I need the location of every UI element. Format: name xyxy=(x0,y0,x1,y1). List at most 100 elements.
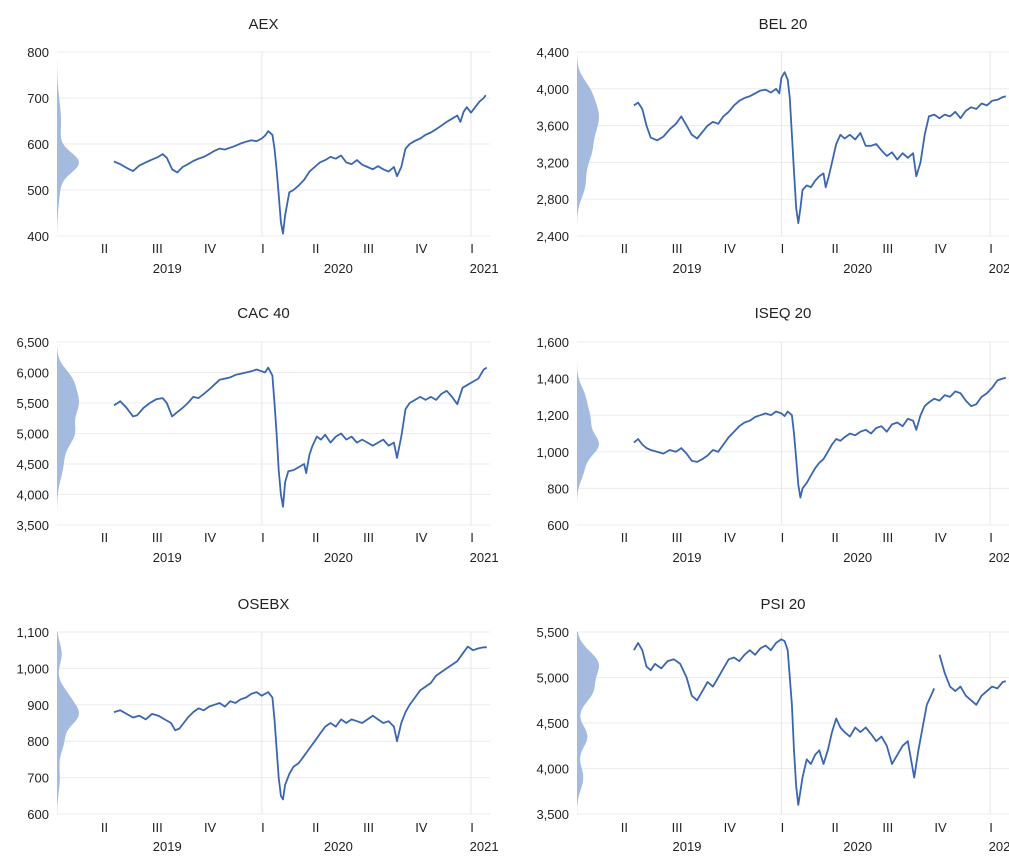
y-tick-label: 1,100 xyxy=(16,625,49,640)
x-tick-label: IV xyxy=(724,820,737,835)
y-tick-label: 500 xyxy=(27,183,49,198)
y-tick-label: 5,500 xyxy=(536,625,569,640)
x-tick-label: III xyxy=(672,820,683,835)
x-tick-label: II xyxy=(832,820,839,835)
x-tick-label: IV xyxy=(934,820,947,835)
year-label: 2019 xyxy=(673,839,702,854)
y-tick-label: 6,000 xyxy=(16,366,49,381)
y-tick-label: 4,500 xyxy=(16,457,49,472)
year-label: 2019 xyxy=(153,839,182,854)
x-tick-label: I xyxy=(261,241,265,256)
x-tick-label: II xyxy=(621,241,628,256)
series-line xyxy=(633,638,1007,806)
x-tick-label: II xyxy=(101,820,108,835)
density-curve xyxy=(577,52,599,236)
x-tick-label: II xyxy=(101,530,108,545)
x-tick-label: IV xyxy=(724,241,737,256)
x-tick-label: I xyxy=(470,241,474,256)
density-curve xyxy=(577,342,599,525)
y-tick-label: 700 xyxy=(27,771,49,786)
x-tick-label: II xyxy=(621,820,628,835)
chart-title: ISEQ 20 xyxy=(755,305,812,322)
year-label: 2019 xyxy=(673,261,702,276)
x-tick-label: IV xyxy=(934,241,947,256)
y-tick-label: 800 xyxy=(27,734,49,749)
y-tick-label: 4,000 xyxy=(16,488,49,503)
y-tick-label: 4,000 xyxy=(536,762,569,777)
x-tick-label: II xyxy=(101,241,108,256)
year-label: 2020 xyxy=(324,261,353,276)
y-tick-label: 600 xyxy=(27,137,49,152)
x-tick-label: II xyxy=(312,820,319,835)
x-tick-label: I xyxy=(989,530,993,545)
x-tick-label: I xyxy=(989,241,993,256)
y-tick-label: 800 xyxy=(547,481,569,496)
x-tick-label: III xyxy=(152,530,163,545)
x-tick-label: I xyxy=(781,820,785,835)
series-line xyxy=(113,645,487,801)
chart-cac-40: CAC 40 6,500 6,000 5,500 5,000 4,500 4,000 3,50… xyxy=(16,305,498,565)
x-tick-label: III xyxy=(363,530,374,545)
year-label: 2020 xyxy=(843,261,872,276)
x-tick-label: I xyxy=(781,530,785,545)
x-tick-label: III xyxy=(882,241,893,256)
y-tick-label: 3,200 xyxy=(536,155,569,170)
year-label: 2019 xyxy=(153,550,182,565)
series-line xyxy=(113,94,487,235)
x-tick-label: III xyxy=(363,241,374,256)
y-tick-label: 600 xyxy=(27,807,49,822)
year-label: 2020 xyxy=(843,839,872,854)
x-tick-label: I xyxy=(781,241,785,256)
y-tick-label: 2,800 xyxy=(536,192,569,207)
y-tick-label: 3,500 xyxy=(16,518,49,533)
y-tick-label: 400 xyxy=(27,229,49,244)
chart-title: PSI 20 xyxy=(760,596,805,613)
year-label: 2021 xyxy=(470,550,499,565)
x-tick-label: II xyxy=(312,530,319,545)
x-tick-label: I xyxy=(989,820,993,835)
year-label: 2020 xyxy=(324,839,353,854)
year-label: 2021 xyxy=(989,550,1009,565)
x-tick-label: III xyxy=(672,530,683,545)
y-tick-label: 3,500 xyxy=(536,807,569,822)
x-tick-label: II xyxy=(832,241,839,256)
x-tick-label: III xyxy=(152,820,163,835)
x-tick-label: III xyxy=(363,820,374,835)
x-tick-label: III xyxy=(882,530,893,545)
x-tick-label: IV xyxy=(415,530,428,545)
x-tick-label: IV xyxy=(724,530,737,545)
y-tick-label: 700 xyxy=(27,91,49,106)
density-curve xyxy=(577,632,599,814)
y-tick-label: 4,400 xyxy=(536,45,569,60)
x-tick-label: IV xyxy=(204,241,217,256)
x-tick-label: II xyxy=(312,241,319,256)
year-label: 2019 xyxy=(153,261,182,276)
year-label: 2021 xyxy=(470,839,499,854)
y-tick-label: 6,500 xyxy=(16,335,49,350)
chart-title: CAC 40 xyxy=(237,305,290,322)
x-tick-label: I xyxy=(470,530,474,545)
y-tick-label: 3,600 xyxy=(536,119,569,134)
x-tick-label: I xyxy=(261,820,265,835)
year-label: 2021 xyxy=(470,261,499,276)
series-line xyxy=(633,376,1007,499)
series-line xyxy=(113,366,488,508)
y-tick-label: 800 xyxy=(27,45,49,60)
x-tick-label: IV xyxy=(415,820,428,835)
x-tick-label: IV xyxy=(204,820,217,835)
y-tick-label: 2,400 xyxy=(536,229,569,244)
density-curve xyxy=(57,52,79,236)
y-tick-label: 1,600 xyxy=(536,335,569,350)
year-label: 2019 xyxy=(673,550,702,565)
chart-title: AEX xyxy=(248,16,278,33)
y-tick-label: 1,000 xyxy=(16,661,49,676)
x-tick-label: IV xyxy=(934,530,947,545)
x-tick-label: IV xyxy=(204,530,217,545)
x-tick-label: II xyxy=(832,530,839,545)
